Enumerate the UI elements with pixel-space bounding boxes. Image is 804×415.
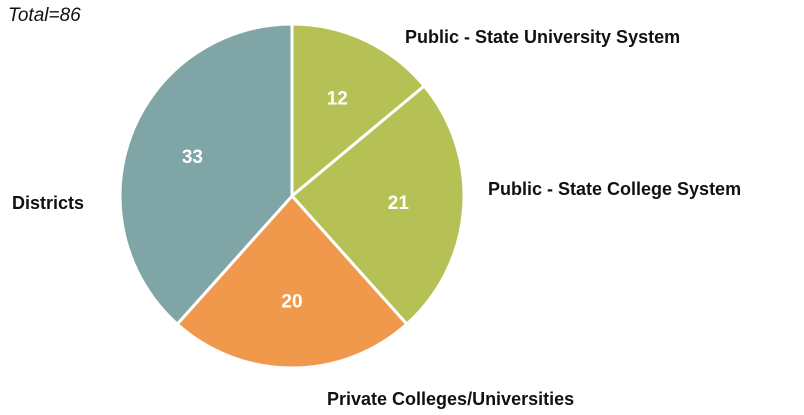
value-label: 12 bbox=[327, 88, 348, 109]
value-label: 33 bbox=[182, 147, 203, 168]
pie-slice bbox=[290, 84, 466, 326]
category-label: Public - State College System bbox=[488, 179, 741, 199]
value-label: 20 bbox=[281, 292, 302, 313]
category-label: Public - State University System bbox=[405, 27, 680, 47]
pie-slice bbox=[290, 22, 426, 198]
category-label: Private Colleges/Universities bbox=[327, 389, 574, 409]
value-label: 21 bbox=[388, 193, 410, 214]
pie-slice bbox=[118, 22, 294, 326]
pie-slice bbox=[175, 194, 409, 370]
total-annotation: Total=86 bbox=[8, 5, 81, 26]
category-label: Districts bbox=[12, 193, 84, 213]
